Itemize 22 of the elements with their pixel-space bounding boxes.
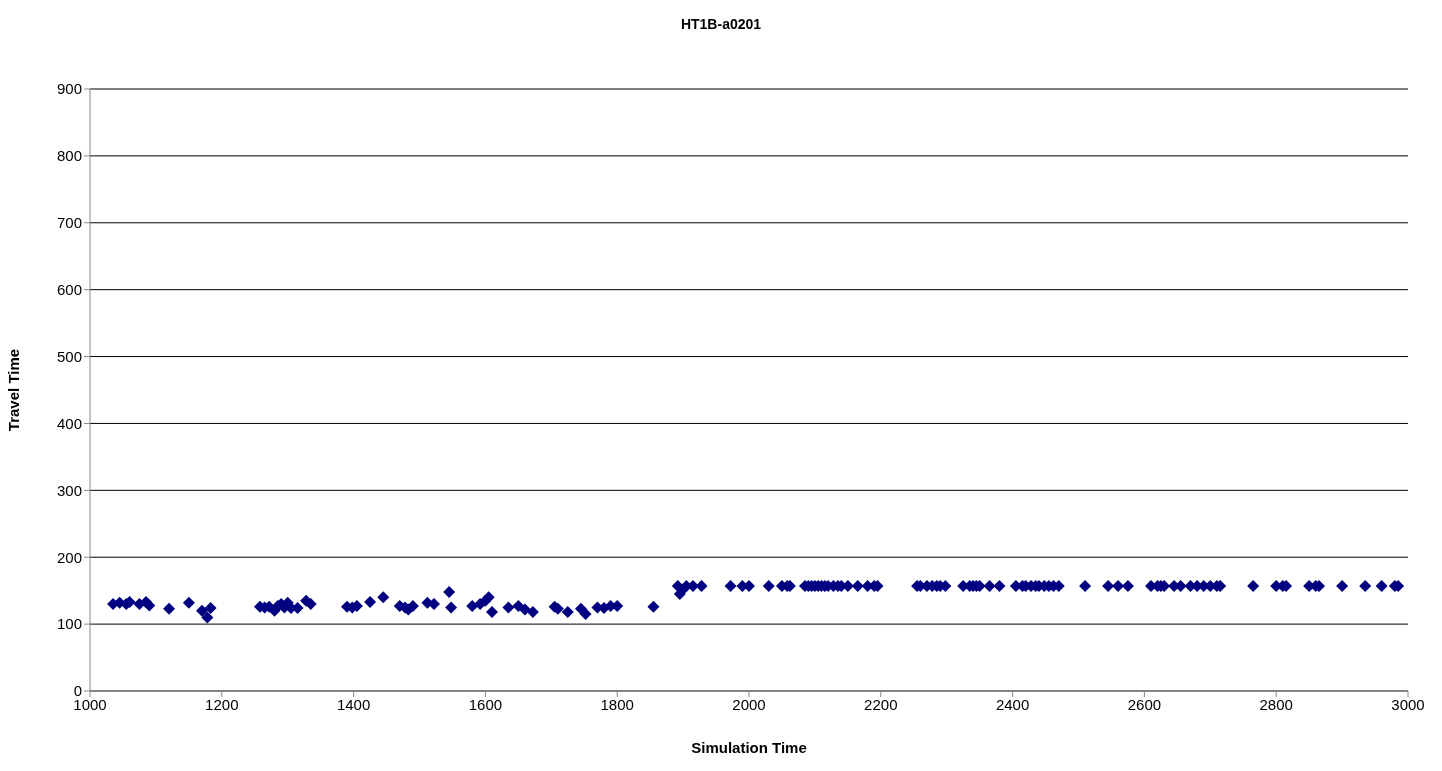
- y-tick-label: 800: [56, 147, 82, 165]
- y-tick-label: 900: [56, 80, 82, 98]
- y-tick-label: 300: [56, 481, 82, 499]
- x-tick-label: 1200: [205, 695, 239, 713]
- x-tick-label: 2000: [732, 695, 766, 713]
- x-tick-label: 1400: [336, 695, 371, 713]
- y-tick-label: 500: [56, 347, 82, 365]
- x-tick-label: 2200: [864, 695, 898, 713]
- y-tick-label: 700: [56, 214, 82, 232]
- x-tick-label: 3000: [1391, 695, 1425, 713]
- x-tick-label: 1800: [600, 695, 634, 713]
- y-axis-title: Travel Time: [5, 348, 23, 432]
- x-tick-label: 2600: [1127, 695, 1162, 713]
- y-tick-label: 100: [56, 615, 82, 633]
- x-axis-title: Simulation Time: [691, 739, 807, 756]
- y-tick-label: 600: [56, 280, 82, 298]
- y-tick-label: 200: [56, 548, 82, 566]
- x-tick-label: 1600: [468, 695, 503, 713]
- x-tick-label: 2400: [995, 695, 1030, 713]
- y-tick-label: 400: [56, 414, 82, 432]
- chart-title: HT1B-a0201: [679, 16, 763, 32]
- x-tick-label: 2800: [1259, 695, 1293, 713]
